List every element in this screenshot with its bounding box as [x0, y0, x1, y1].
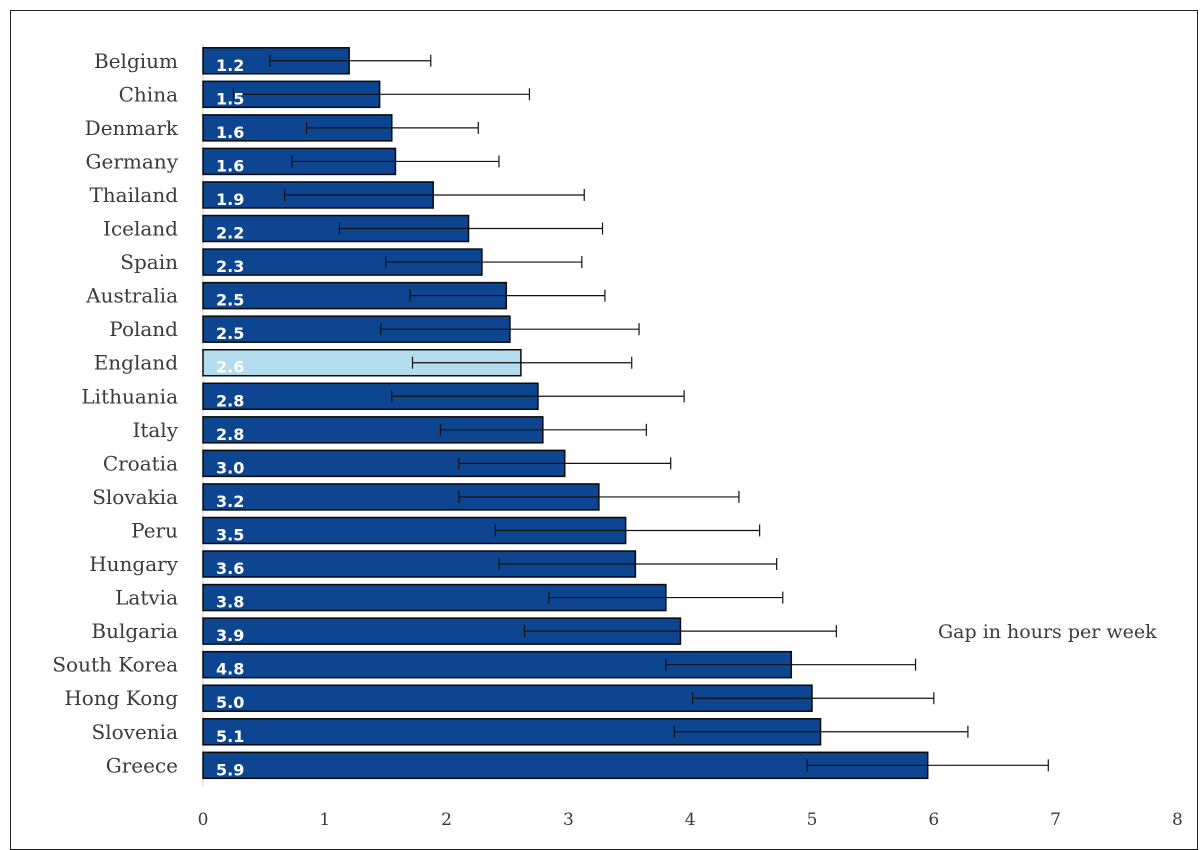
category-label-spain: Spain	[120, 250, 178, 274]
value-label-poland: 2.5	[216, 324, 244, 343]
category-label-lithuania: Lithuania	[81, 384, 178, 408]
category-label-germany: Germany	[86, 149, 179, 173]
value-label-england: 2.6	[216, 358, 244, 377]
value-label-spain: 2.3	[216, 257, 244, 276]
value-label-slovakia: 3.2	[216, 492, 244, 511]
category-label-peru: Peru	[131, 518, 178, 542]
category-label-iceland: Iceland	[103, 217, 178, 241]
x-tick-label-2: 2	[441, 810, 452, 830]
bars-group	[202, 47, 929, 780]
category-label-latvia: Latvia	[115, 586, 178, 610]
value-label-hong-kong: 5.0	[216, 693, 244, 712]
x-tick-label-6: 6	[928, 810, 939, 830]
category-label-denmark: Denmark	[85, 116, 179, 140]
value-label-greece: 5.9	[216, 760, 244, 779]
value-label-iceland: 2.2	[216, 224, 244, 243]
error-bars-group	[232, 54, 1049, 772]
value-label-belgium: 1.2	[216, 56, 244, 75]
category-label-greece: Greece	[106, 753, 178, 777]
value-label-bulgaria: 3.9	[216, 626, 244, 645]
x-tick-labels-group: 0 1 2 3 4 5 6 7 8	[198, 810, 1183, 830]
category-label-england: England	[94, 351, 178, 375]
category-label-slovenia: Slovenia	[92, 720, 179, 744]
value-label-china: 1.5	[216, 89, 244, 108]
value-label-lithuania: 2.8	[216, 391, 244, 410]
category-label-bulgaria: Bulgaria	[91, 619, 178, 643]
category-label-thailand: Thailand	[89, 183, 178, 207]
x-tick-label-7: 7	[1050, 810, 1061, 830]
value-label-latvia: 3.8	[216, 593, 244, 612]
x-tick-label-1: 1	[319, 810, 330, 830]
category-label-poland: Poland	[109, 317, 178, 341]
category-labels-group: Belgium China Denmark Germany Thailand Icelan…	[52, 49, 179, 778]
x-tick-label-5: 5	[807, 810, 818, 830]
x-tick-label-8: 8	[1172, 810, 1183, 830]
value-label-slovenia: 5.1	[216, 727, 244, 746]
category-label-china: China	[119, 82, 178, 106]
category-label-slovakia: Slovakia	[92, 485, 178, 509]
value-label-peru: 3.5	[216, 525, 244, 544]
value-label-italy: 2.8	[216, 425, 244, 444]
category-label-hong-kong: Hong Kong	[64, 686, 178, 710]
value-label-germany: 1.6	[216, 156, 244, 175]
value-labels-group: 1.2 1.5 1.6 1.6 1.9 2.2 2.3 2.5 2.5 2.6 2.8 2.8 3.0 3…	[216, 56, 244, 780]
bar-chart: Belgium China Denmark Germany Thailand Icelan…	[52, 44, 1183, 830]
category-label-croatia: Croatia	[103, 451, 178, 475]
category-label-belgium: Belgium	[94, 49, 178, 73]
value-label-denmark: 1.6	[216, 123, 244, 142]
category-label-italy: Italy	[132, 418, 178, 442]
value-label-south-korea: 4.8	[216, 660, 244, 679]
value-label-croatia: 3.0	[216, 458, 244, 477]
value-label-thailand: 1.9	[216, 190, 244, 209]
chart-annotation: Gap in hours per week	[938, 621, 1157, 643]
x-tick-label-0: 0	[198, 810, 209, 830]
value-label-australia: 2.5	[216, 291, 244, 310]
x-tick-label-4: 4	[685, 810, 696, 830]
category-label-hungary: Hungary	[89, 552, 178, 576]
x-tick-label-3: 3	[563, 810, 574, 830]
category-label-australia: Australia	[85, 284, 178, 308]
category-label-south-korea: South Korea	[52, 653, 178, 677]
value-label-hungary: 3.6	[216, 559, 244, 578]
